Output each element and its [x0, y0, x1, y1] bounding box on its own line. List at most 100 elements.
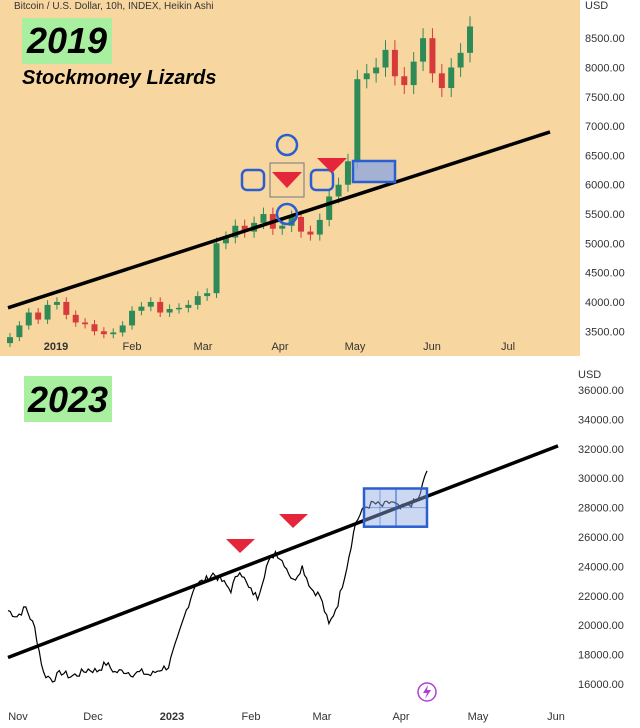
circle-marker: [275, 202, 299, 226]
year-label-2019: 2019: [26, 20, 107, 61]
annotations-2019: [240, 133, 397, 226]
x-tick-label: Mar: [313, 711, 332, 723]
y-tick-label: 20000.00: [578, 620, 624, 632]
x-tick-label: Jul: [501, 341, 515, 353]
highlight-box-small: [269, 162, 305, 198]
x-tick-label: Apr: [392, 711, 409, 723]
x-tick-label: Jun: [547, 711, 565, 723]
triangle-marker: [272, 172, 302, 188]
y-axis-2023: 16000.00 18000.00 20000.00 22000.00 24000.00…: [578, 385, 624, 691]
y-tick-label: 5000.00: [585, 238, 625, 250]
y-tick-label: 34000.00: [578, 414, 624, 426]
watermark-label: Stockmoney Lizards: [22, 67, 217, 89]
candle-body: [25, 312, 32, 326]
candle-body: [82, 322, 89, 325]
x-tick-label: Jun: [423, 341, 441, 353]
y-tick-label: 7500.00: [585, 92, 625, 104]
candle-body: [391, 49, 398, 77]
y-tick-label: 8000.00: [585, 62, 625, 74]
candle-body: [288, 216, 295, 226]
x-tick-label: Nov: [8, 711, 28, 723]
x-tick-label: Feb: [242, 711, 261, 723]
candle-body: [363, 73, 370, 80]
x-axis-2023: Nov Dec 2023 Feb Mar Apr May Jun: [8, 711, 565, 723]
candle-body: [100, 331, 107, 335]
candle-body: [335, 184, 342, 197]
panel-2023-background: [0, 364, 640, 728]
candle-body: [354, 79, 361, 162]
y-tick-label: 4000.00: [585, 297, 625, 309]
circle-marker: [275, 133, 299, 157]
candle-body: [194, 296, 201, 305]
candle-body: [382, 49, 389, 68]
x-tick-label: May: [468, 711, 489, 723]
panel-divider: [0, 356, 640, 364]
candle-body: [175, 307, 182, 310]
candle-body: [260, 214, 267, 223]
y-tick-label: 22000.00: [578, 591, 624, 603]
candle-body: [232, 225, 239, 238]
annotations-2023: [226, 487, 429, 553]
y-tick-label: 6000.00: [585, 180, 625, 192]
y-tick-label: 3500.00: [585, 326, 625, 338]
candle-body: [16, 325, 23, 338]
y-tick-label: 6500.00: [585, 150, 625, 162]
candles-2019: [7, 16, 473, 347]
year-label-2023: 2023: [27, 379, 108, 420]
candle-body: [138, 306, 145, 311]
candle-body: [401, 76, 408, 86]
candle-body: [53, 301, 60, 305]
triangle-marker: [226, 539, 255, 553]
x-tick-label: May: [345, 341, 366, 353]
candle-body: [63, 301, 70, 315]
highlight-box: [351, 159, 397, 184]
panel-2019-axis-area: [580, 0, 640, 356]
y-tick-label: 18000.00: [578, 650, 624, 662]
y-tick-label: 5500.00: [585, 209, 625, 221]
candle-body: [204, 293, 211, 297]
year-badge-2023: [24, 376, 112, 422]
triangle-marker: [279, 514, 308, 528]
candle-body: [373, 67, 380, 74]
x-tick-label: 2019: [44, 341, 68, 353]
year-badge-2019: [22, 18, 112, 64]
trendline-2023: [7, 444, 559, 660]
x-axis-2019: 2019 Feb Mar Apr May Jun Jul: [44, 341, 515, 353]
x-tick-label: Feb: [123, 341, 142, 353]
y-tick-label: 30000.00: [578, 473, 624, 485]
y-tick-label: 32000.00: [578, 444, 624, 456]
chart-panel-2019: Bitcoin / U.S. Dollar, 10h, INDEX, Heiki…: [0, 0, 640, 356]
candle-body: [429, 38, 436, 74]
price-line-2023: [7, 470, 428, 683]
x-tick-label: Mar: [194, 341, 213, 353]
x-tick-label: Dec: [83, 711, 103, 723]
candle-body: [448, 67, 455, 88]
candle-body: [467, 26, 473, 53]
y-axis-2019: 3500.00 4000.00 4500.00 5000.00 5500.00 6000.…: [585, 33, 625, 338]
candle-body: [185, 304, 192, 308]
candle-body: [7, 337, 13, 344]
candle-body: [410, 61, 417, 86]
y-tick-label: 8500.00: [585, 33, 625, 45]
chart-panel-2023: 2023 USD 16000.00 18000.00 20000.00 22000.0…: [0, 364, 640, 728]
candle-body: [72, 314, 79, 323]
x-tick-label: Apr: [271, 341, 288, 353]
y-axis-unit-2019: USD: [585, 0, 608, 12]
candle-body: [420, 38, 427, 62]
x-tick-label: 2023: [160, 711, 184, 723]
lightning-bolt: [423, 685, 431, 699]
circle-marker: [240, 168, 266, 192]
candle-body: [279, 225, 286, 229]
candle-body: [307, 231, 314, 235]
triangle-marker: [317, 158, 347, 173]
chart-title: Bitcoin / U.S. Dollar, 10h, INDEX, Heiki…: [14, 1, 214, 12]
candle-body: [147, 301, 154, 307]
lightning-icon-ring: [417, 682, 437, 702]
candle-body: [438, 73, 445, 88]
y-tick-label: 7000.00: [585, 121, 625, 133]
candle-body: [326, 196, 333, 220]
candle-body: [129, 310, 136, 326]
lightning-icon[interactable]: [417, 682, 437, 702]
candle-body: [457, 52, 464, 68]
candle-body: [119, 325, 126, 333]
